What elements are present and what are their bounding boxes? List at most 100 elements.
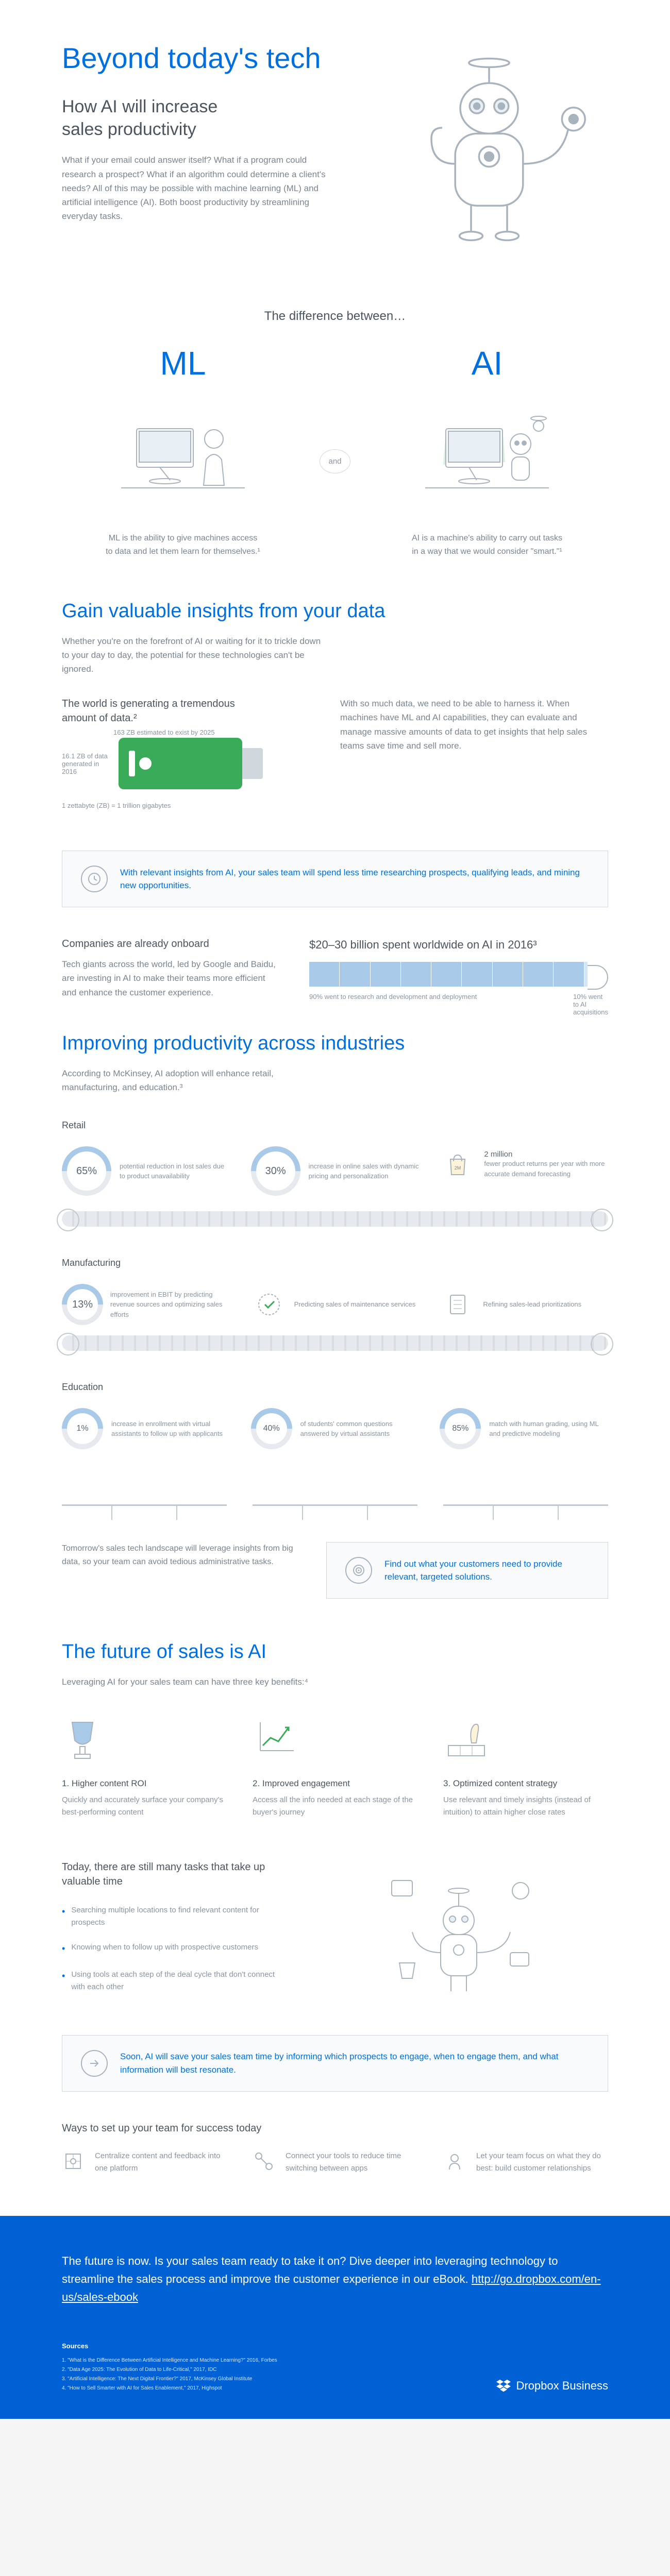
subtitle: How AI will increase sales productivity [62, 95, 361, 141]
centralize-icon [62, 2150, 87, 2175]
desk-icon [443, 1465, 608, 1506]
edu-stat-2-circle: 40% [251, 1408, 292, 1449]
insights-intro: Whether you're on the forefront of AI or… [62, 634, 330, 676]
retail-stat-3-val: 2 million [484, 1150, 608, 1159]
callout-insights: With relevant insights from AI, your sal… [62, 851, 608, 907]
benefit-3-text: Use relevant and timely insights (instea… [443, 1794, 608, 1819]
data-subhead: The world is generating a tremendous amo… [62, 697, 258, 725]
ai-desk-illustration [366, 393, 608, 516]
insights-title: Gain valuable insights from your data [62, 599, 608, 624]
desk-icon [253, 1465, 417, 1506]
robot-juggling-illustration [320, 1860, 608, 2014]
stat-2025: 163 ZB estimated to exist by 2025 [113, 728, 215, 736]
benefit-3-title: 3. Optimized content strategy [443, 1778, 608, 1789]
productivity-section: Improving productivity across industries… [62, 1031, 608, 1599]
retail-stat-1-text: potential reduction in lost sales due to… [120, 1161, 230, 1181]
ai-label: AI [366, 344, 608, 382]
magnifier-handle-icon [588, 965, 608, 990]
svg-text:2M: 2M [455, 1165, 461, 1171]
tasks-title: Today, there are still many tasks that t… [62, 1860, 289, 1889]
dropbox-icon [496, 2379, 511, 2393]
hero-body: What if your email could answer itself? … [62, 153, 330, 223]
shopping-bag-icon: 2M [440, 1146, 476, 1182]
source-3: 3. "Artificial Intelligence: The Next Di… [62, 2375, 277, 2384]
future-title: The future of sales is AI [62, 1640, 608, 1665]
task-2: Knowing when to follow up with prospecti… [62, 1941, 289, 1956]
mfg-label: Manufacturing [62, 1258, 608, 1268]
connect-icon [253, 2150, 277, 2175]
callout-text-1: With relevant insights from AI, your sal… [120, 866, 589, 892]
retail-label: Retail [62, 1120, 608, 1131]
retail-stat-1-circle: 65% [62, 1146, 111, 1196]
benefit-2-title: 2. Improved engagement [253, 1778, 417, 1789]
edu-stat-1-text: increase in enrollment with virtual assi… [111, 1419, 230, 1439]
benefit-1-text: Quickly and accurately surface your comp… [62, 1794, 227, 1819]
ml-ai-comparison: ML ML is the ability [62, 344, 608, 558]
edu-label: Education [62, 1382, 608, 1393]
spend-left-title: Companies are already onboard [62, 938, 278, 950]
robot-illustration [392, 41, 608, 258]
way-3-text: Let your team focus on what they do best… [476, 2150, 608, 2175]
and-divider: and [320, 449, 350, 473]
future-section: The future of sales is AI Leveraging AI … [62, 1640, 608, 2175]
mfg-stat-3-text: Refining sales-lead prioritizations [483, 1299, 581, 1310]
insights-right-body: With so much data, we need to be able to… [340, 697, 608, 753]
checklist-icon [440, 1286, 476, 1323]
tomorrow-text: Tomorrow's sales tech landscape will lev… [62, 1542, 306, 1599]
spend-label-10: 10% went to AI acquisitions [573, 993, 608, 1016]
mfg-stat-2-text: Predicting sales of maintenance services [294, 1299, 416, 1310]
target-icon [345, 1557, 372, 1584]
chart-up-icon [253, 1709, 417, 1766]
benefit-2-text: Access all the info needed at each stage… [253, 1794, 417, 1819]
spend-section: Companies are already onboard Tech giant… [62, 938, 608, 1016]
gear-check-icon [251, 1286, 287, 1323]
way-1-text: Centralize content and feedback into one… [95, 2150, 227, 2175]
trophy-icon [62, 1709, 227, 1766]
sources-title: Sources [62, 2342, 277, 2350]
arrow-forward-icon [81, 2050, 108, 2077]
conveyor-divider-2 [62, 1335, 608, 1351]
prod-title: Improving productivity across industries [62, 1031, 608, 1056]
source-4: 4. "How to Sell Smarter with AI for Sale… [62, 2384, 277, 2393]
clock-icon [81, 866, 108, 892]
source-2: 2. "Data Age 2025: The Evolution of Data… [62, 2365, 277, 2375]
edu-stat-3-text: match with human grading, using ML and p… [489, 1419, 608, 1439]
benefit-1-title: 1. Higher content ROI [62, 1778, 227, 1789]
zb-footnote: 1 zettabyte (ZB) = 1 trillion gigabytes [62, 802, 309, 809]
ways-title: Ways to set up your team for success tod… [62, 2123, 608, 2134]
prod-intro: According to McKinsey, AI adoption will … [62, 1066, 330, 1094]
ml-label: ML [62, 344, 304, 382]
retail-stat-2-text: increase in online sales with dynamic pr… [309, 1161, 420, 1181]
ml-description: ML is the ability to give machines acces… [106, 532, 260, 558]
footer: The future is now. Is your sales team re… [0, 2216, 670, 2419]
callout-text-2: Find out what your customers need to pro… [384, 1557, 589, 1584]
footer-cta: The future is now. Is your sales team re… [62, 2252, 608, 2307]
hero-section: Beyond today's tech How AI will increase… [62, 41, 608, 258]
future-intro: Leveraging AI for your sales team can ha… [62, 1675, 330, 1689]
conveyor-divider [62, 1211, 608, 1227]
stat-2016: 16.1 ZB of data generated in 2016 [62, 752, 108, 775]
insights-section: Gain valuable insights from your data Wh… [62, 599, 608, 809]
callout-text-3: Soon, AI will save your sales team time … [120, 2050, 589, 2076]
brand-logo: Dropbox Business [496, 2379, 608, 2393]
callout-future: Soon, AI will save your sales team time … [62, 2035, 608, 2092]
edu-stat-2-text: of students' common questions answered b… [300, 1419, 420, 1439]
task-1: Searching multiple locations to find rel… [62, 1904, 289, 1929]
focus-icon [443, 2150, 468, 2175]
edu-stat-1-circle: 1% [62, 1408, 103, 1449]
spend-bar-chart [309, 962, 588, 987]
spend-amount: $20–30 billion spent worldwide on AI in … [309, 938, 608, 952]
compare-header: The difference between… [62, 309, 608, 324]
page-title: Beyond today's tech [62, 41, 361, 75]
mfg-stat-1-circle: 13% [62, 1284, 103, 1325]
way-2-text: Connect your tools to reduce time switch… [286, 2150, 417, 2175]
usb-drive-illustration [119, 738, 242, 789]
task-3: Using tools at each step of the deal cyc… [62, 1969, 289, 1993]
mfg-stat-1-text: improvement in EBIT by predicting revenu… [110, 1290, 230, 1320]
spend-left-body: Tech giants across the world, led by Goo… [62, 957, 278, 999]
edu-stat-3-circle: 85% [440, 1408, 481, 1449]
ml-desk-illustration [62, 393, 304, 516]
retail-stat-2-circle: 30% [251, 1146, 300, 1196]
ai-description: AI is a machine's ability to carry out t… [410, 532, 564, 558]
desk-icon [62, 1465, 227, 1506]
